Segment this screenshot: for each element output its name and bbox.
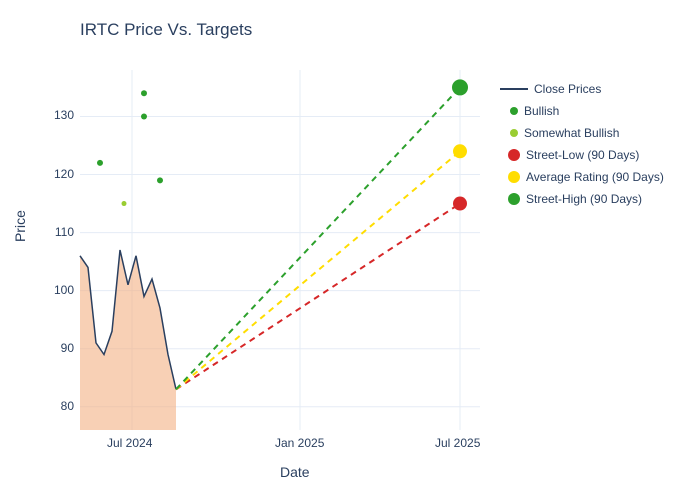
legend-label: Average Rating (90 Days): [526, 170, 664, 184]
y-tick-label: 90: [61, 341, 74, 355]
legend-item: Street-Low (90 Days): [500, 146, 664, 164]
x-tick-label: Jul 2025: [435, 436, 480, 450]
x-tick-label: Jan 2025: [275, 436, 324, 450]
y-tick-label: 110: [55, 225, 74, 239]
legend-marker-icon: [508, 193, 520, 205]
y-tick-label: 120: [54, 167, 74, 181]
legend-marker-icon: [508, 149, 520, 161]
legend-label: Bullish: [524, 104, 559, 118]
legend-marker-icon: [500, 88, 528, 90]
legend: Close Prices Bullish Somewhat Bullish Stree…: [500, 80, 664, 212]
legend-item: Close Prices: [500, 80, 664, 98]
legend-marker-icon: [508, 171, 520, 183]
y-tick-label: 100: [54, 283, 74, 297]
y-tick-label: 130: [54, 108, 74, 122]
legend-label: Street-High (90 Days): [526, 192, 642, 206]
chart-svg: [0, 0, 700, 500]
legend-label: Street-Low (90 Days): [526, 148, 639, 162]
legend-marker-icon: [510, 129, 518, 137]
chart-container: IRTC Price Vs. Targets Price Date Close …: [0, 0, 700, 500]
legend-item: Average Rating (90 Days): [500, 168, 664, 186]
legend-item: Street-High (90 Days): [500, 190, 664, 208]
legend-item: Bullish: [500, 102, 664, 120]
legend-item: Somewhat Bullish: [500, 124, 664, 142]
x-tick-label: Jul 2024: [107, 436, 152, 450]
legend-marker-icon: [510, 107, 518, 115]
legend-label: Somewhat Bullish: [524, 126, 619, 140]
y-tick-label: 80: [61, 399, 74, 413]
legend-label: Close Prices: [534, 82, 601, 96]
